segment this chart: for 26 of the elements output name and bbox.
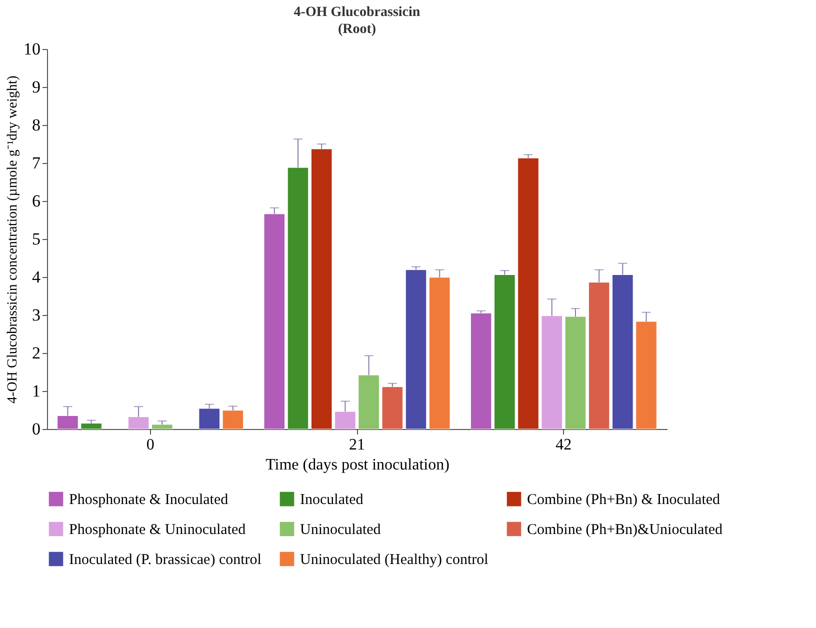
chart-title: 4-OH Glucobrassicin <box>294 5 420 20</box>
x-tick-label: 0 <box>146 436 154 454</box>
legend-label: Uninoculated <box>300 522 382 538</box>
legend-label: Combine (Ph+Bn) & Inoculated <box>527 492 721 508</box>
x-tick-label: 21 <box>349 436 365 454</box>
y-tick-label: 2 <box>32 344 40 362</box>
legend-label: Phosphonate & Uninoculated <box>69 522 246 538</box>
y-tick-label: 1 <box>32 382 40 400</box>
chart-subtitle: (Root) <box>338 22 376 37</box>
y-tick-label: 10 <box>24 40 40 58</box>
legend-label: Inoculated (P. brassicae) control <box>69 552 262 568</box>
x-axis-title: Time (days post inoculation) <box>266 456 450 474</box>
y-tick-label: 3 <box>32 306 40 324</box>
legend-label: Inoculated <box>300 492 364 508</box>
y-axis-title: 4-OH Glucobrassicin concentration (µmole g⁻¹dry weight) <box>6 75 20 404</box>
legend-label: Phosphonate & Inoculated <box>69 492 229 508</box>
y-tick-label: 5 <box>32 230 40 248</box>
legend-label: Uninoculated (Healthy) control <box>300 552 488 568</box>
y-tick-label: 4 <box>32 268 41 286</box>
x-tick-label: 42 <box>556 436 572 454</box>
y-tick-label: 0 <box>32 420 40 438</box>
legend-label: Combine (Ph+Bn)&Unioculated <box>527 522 724 538</box>
y-tick-label: 8 <box>32 116 40 134</box>
y-tick-label: 6 <box>32 192 40 210</box>
y-tick-label: 7 <box>32 154 41 172</box>
y-tick-label: 9 <box>32 78 40 96</box>
